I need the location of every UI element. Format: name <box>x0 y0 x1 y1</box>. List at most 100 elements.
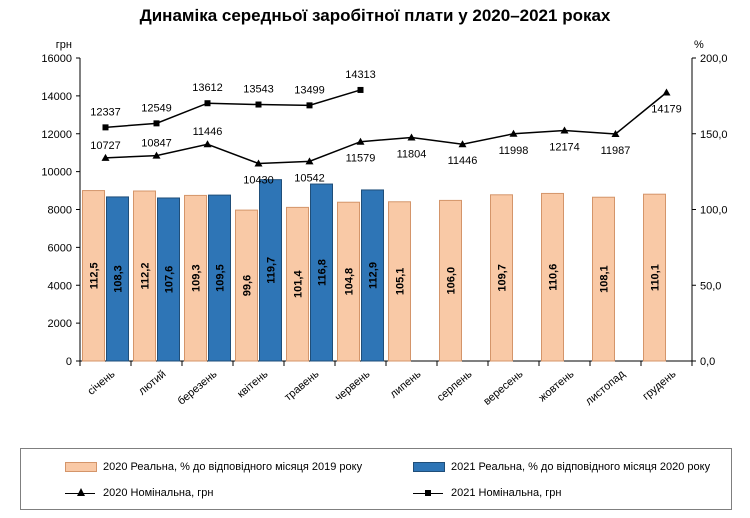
line-2021-nominal-label: 13543 <box>243 84 274 96</box>
bar-label-2020-real: 112,2 <box>140 263 152 290</box>
line-2021-nominal-label: 14313 <box>345 69 376 81</box>
line-2021-nominal-point <box>306 102 313 109</box>
chart-legend: 2020 Реальна, % до відповідного місяця 2… <box>20 448 732 510</box>
line-2021-nominal-point <box>357 86 364 93</box>
y-right-tick-label: 0,0 <box>700 356 715 368</box>
line-2021-nominal-line <box>105 89 361 129</box>
bar-2021-real <box>259 179 282 362</box>
line-2021-nominal-point <box>204 100 211 107</box>
line-2021-nominal-label: 12549 <box>141 102 172 114</box>
legend-label-2021-nominal: 2021 Номінальна, грн <box>451 487 562 499</box>
y-left-unit: грн <box>56 39 72 51</box>
legend-swatch-2020-real <box>65 462 97 472</box>
legend-swatch-2020-nominal <box>65 487 95 499</box>
y-left-tick-label: 2000 <box>48 318 72 330</box>
y-right-tick-label: 50,0 <box>700 280 721 292</box>
line-2021-nominal-label: 13499 <box>294 84 325 96</box>
bar-label-2021-real: 112,9 <box>368 262 380 289</box>
x-tick-label: квітень <box>235 368 270 400</box>
legend-swatch-2021-real <box>413 462 445 472</box>
line-2021-nominal-point <box>102 124 109 131</box>
bar-label-2020-real: 112,5 <box>89 262 101 289</box>
line-2020-nominal-label: 12174 <box>549 141 580 153</box>
legend-label-2020-nominal: 2020 Номінальна, грн <box>103 487 214 499</box>
bar-2020-real <box>286 206 309 362</box>
line-2020-nominal-point <box>254 159 263 167</box>
chart-title: Динаміка середньої заробітної плати у 20… <box>139 6 611 25</box>
x-tick-label: жовтень <box>537 368 577 404</box>
bar-label-2021-real: 108,3 <box>113 265 125 293</box>
x-tick-label: березень <box>176 368 220 408</box>
legend-label-2021-real: 2021 Реальна, % до відповідного місяця 2… <box>451 461 711 473</box>
line-2020-nominal-point <box>101 153 110 161</box>
y-right-tick-label: 200,0 <box>700 53 728 65</box>
bar-label-2021-real: 109,5 <box>215 264 227 292</box>
bar-2021-real <box>157 197 180 362</box>
x-tick-label: лютий <box>136 368 168 398</box>
bar-2020-real <box>337 201 360 362</box>
bar-label-2020-real: 110,1 <box>650 264 662 291</box>
legend-item-2021-nominal: 2021 Номінальна, грн <box>413 487 561 499</box>
x-tick-label: листопад <box>583 368 628 408</box>
line-2020-nominal-point <box>152 151 161 159</box>
bar-label-2020-real: 108,1 <box>599 265 611 293</box>
bar-2020-real <box>235 209 258 362</box>
bar-label-2020-real: 101,4 <box>293 270 305 298</box>
bar-label-2020-real: 106,0 <box>446 267 458 295</box>
line-2020-nominal-point <box>305 157 314 165</box>
line-2020-nominal-point <box>662 88 671 96</box>
y-left-tick-label: 8000 <box>48 205 72 217</box>
bar-label-2020-real: 99,6 <box>242 275 254 296</box>
x-tick-label: січень <box>86 368 118 398</box>
y-left-tick-label: 14000 <box>41 91 72 103</box>
y-left-tick-label: 12000 <box>41 129 72 141</box>
bar-2020-real <box>82 190 105 362</box>
y-left-tick-label: 10000 <box>41 167 72 179</box>
bar-2020-real <box>184 194 207 362</box>
line-2020-nominal-point <box>458 140 467 148</box>
line-2020-nominal-label: 11446 <box>448 155 478 167</box>
line-2020-nominal-label: 10430 <box>243 174 274 186</box>
line-2021-nominal-label: 13612 <box>192 82 223 94</box>
bar-label-2021-real: 107,6 <box>164 266 176 294</box>
bar-2020-real <box>490 194 513 362</box>
bar-label-2021-real: 116,8 <box>317 259 329 286</box>
line-2021-nominal-point <box>255 101 262 108</box>
legend-item-2021-real: 2021 Реальна, % до відповідного місяця 2… <box>413 461 710 473</box>
line-2020-nominal-label: 11987 <box>601 145 631 157</box>
chart-plot: 0 2000 4000 6000 8000 10000 12000 14000 16000 грн… <box>41 39 728 408</box>
bar-2020-real <box>643 193 666 362</box>
bar-2020-real <box>541 192 564 362</box>
y-right-unit: % <box>694 39 704 51</box>
bar-2020-real <box>388 201 411 362</box>
line-2020-nominal-label: 10727 <box>90 140 121 152</box>
line-2020-nominal-label: 11804 <box>397 148 427 160</box>
x-tick-label: травень <box>282 368 321 404</box>
line-2020-nominal-label: 11579 <box>346 153 376 165</box>
y-left-tick-label: 6000 <box>48 242 72 254</box>
line-2020-nominal-label: 11998 <box>499 145 529 157</box>
bar-2020-real <box>592 196 615 362</box>
legend-swatch-2021-nominal <box>413 487 443 499</box>
line-2020-nominal-point <box>407 133 416 141</box>
line-2020-nominal-label: 10847 <box>141 138 172 150</box>
line-2020-nominal-point <box>509 129 518 137</box>
bar-label-2020-real: 109,7 <box>497 264 509 292</box>
legend-item-2020-real: 2020 Реальна, % до відповідного місяця 2… <box>65 461 362 473</box>
y-left-tick-label: 0 <box>66 356 72 368</box>
line-2020-nominal-point <box>560 126 569 134</box>
bar-2020-real <box>133 190 156 362</box>
x-tick-label: вересень <box>481 368 525 408</box>
x-tick-label: серпень <box>435 368 475 404</box>
line-2021-nominal-point <box>153 120 160 127</box>
bar-2021-real <box>310 183 333 362</box>
y-right-tick-label: 150,0 <box>700 129 728 141</box>
y-right-tick-label: 100,0 <box>700 205 728 217</box>
bar-label-2020-real: 109,3 <box>191 264 203 292</box>
bar-label-2021-real: 119,7 <box>266 257 278 284</box>
line-2020-nominal-label: 10542 <box>294 172 325 184</box>
line-2020-nominal-point <box>356 137 365 145</box>
y-left-tick-label: 16000 <box>41 53 72 65</box>
y-left-tick-label: 4000 <box>48 280 72 292</box>
line-2020-nominal-line <box>105 91 667 165</box>
